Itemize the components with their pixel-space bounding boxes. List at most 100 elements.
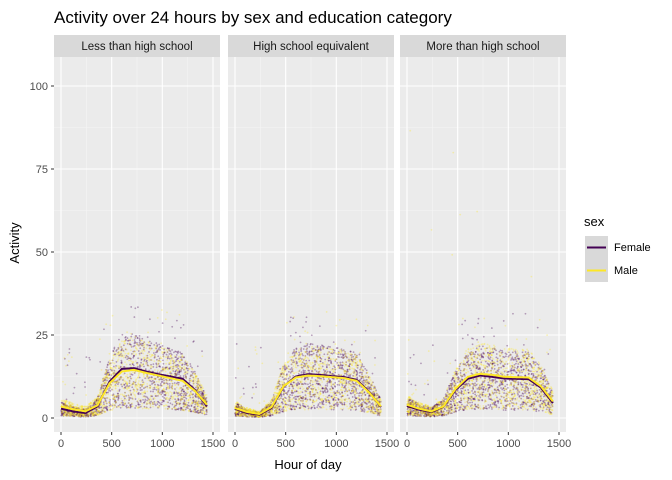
data-point bbox=[175, 374, 178, 376]
data-point bbox=[66, 404, 69, 407]
data-point bbox=[305, 371, 308, 374]
data-point bbox=[130, 393, 133, 396]
data-point bbox=[292, 374, 295, 377]
data-point bbox=[285, 408, 287, 411]
data-point bbox=[93, 399, 96, 402]
data-point bbox=[202, 407, 205, 410]
data-point bbox=[82, 408, 85, 411]
data-point bbox=[203, 396, 206, 398]
data-point bbox=[300, 379, 303, 381]
data-point bbox=[166, 311, 168, 314]
data-point bbox=[168, 379, 171, 382]
data-point bbox=[82, 415, 85, 418]
data-point bbox=[191, 376, 194, 379]
data-point bbox=[154, 378, 157, 380]
data-point bbox=[75, 413, 78, 416]
data-point bbox=[178, 313, 181, 316]
data-point bbox=[309, 381, 312, 384]
data-point bbox=[292, 368, 295, 370]
data-point bbox=[202, 394, 205, 396]
data-point bbox=[359, 375, 362, 378]
data-point bbox=[190, 370, 193, 373]
data-point bbox=[60, 411, 63, 414]
data-point bbox=[202, 396, 205, 399]
data-point bbox=[201, 392, 204, 395]
data-point bbox=[137, 398, 140, 400]
data-point bbox=[103, 377, 106, 380]
data-point bbox=[189, 397, 191, 400]
data-point bbox=[166, 351, 169, 353]
data-point bbox=[145, 403, 148, 406]
data-point bbox=[190, 392, 193, 394]
data-point bbox=[101, 409, 104, 412]
data-point bbox=[129, 393, 132, 396]
data-point bbox=[298, 397, 300, 400]
data-point bbox=[113, 406, 115, 409]
data-point bbox=[97, 395, 100, 398]
data-point bbox=[153, 381, 156, 384]
data-point bbox=[91, 415, 93, 417]
data-point bbox=[148, 359, 151, 362]
data-point bbox=[371, 372, 374, 375]
data-point bbox=[98, 412, 101, 414]
data-point bbox=[62, 412, 64, 415]
data-point bbox=[104, 377, 107, 380]
data-point bbox=[103, 384, 106, 387]
data-point bbox=[95, 401, 97, 403]
data-point bbox=[141, 385, 143, 388]
data-point bbox=[69, 405, 72, 408]
data-point bbox=[93, 413, 96, 416]
data-point bbox=[89, 415, 92, 418]
data-point bbox=[147, 407, 150, 410]
data-point bbox=[136, 384, 138, 386]
data-point bbox=[94, 411, 96, 414]
data-point bbox=[280, 395, 283, 398]
data-point bbox=[140, 352, 143, 355]
data-point bbox=[145, 360, 148, 363]
data-point bbox=[251, 386, 254, 389]
data-point bbox=[150, 347, 153, 350]
data-point bbox=[91, 404, 94, 407]
data-point bbox=[294, 331, 297, 334]
data-point bbox=[175, 386, 178, 389]
data-point bbox=[101, 409, 104, 412]
data-point bbox=[185, 362, 187, 365]
data-point bbox=[128, 389, 131, 392]
data-point bbox=[177, 397, 180, 400]
data-point bbox=[324, 388, 327, 390]
data-point bbox=[106, 406, 109, 408]
data-point bbox=[112, 349, 115, 352]
data-point bbox=[95, 414, 97, 417]
data-point bbox=[167, 405, 169, 408]
data-point bbox=[189, 374, 192, 377]
data-point bbox=[182, 394, 185, 397]
data-point bbox=[164, 407, 167, 410]
data-point bbox=[351, 396, 354, 398]
data-point bbox=[143, 346, 145, 349]
data-point bbox=[295, 405, 298, 408]
data-point bbox=[161, 377, 164, 380]
data-point bbox=[169, 359, 172, 362]
data-point bbox=[164, 356, 167, 358]
data-point bbox=[144, 395, 147, 398]
data-point bbox=[146, 336, 149, 339]
data-point bbox=[203, 412, 206, 415]
data-point bbox=[131, 397, 134, 400]
data-point bbox=[267, 414, 270, 417]
data-point bbox=[378, 396, 381, 399]
data-point bbox=[102, 380, 105, 383]
data-point bbox=[149, 367, 152, 369]
data-point bbox=[240, 395, 243, 398]
data-point bbox=[197, 411, 200, 414]
data-point bbox=[186, 403, 188, 406]
data-point bbox=[123, 384, 126, 386]
data-point bbox=[194, 411, 196, 414]
data-point bbox=[64, 403, 67, 406]
data-point bbox=[134, 381, 137, 384]
data-point bbox=[193, 370, 196, 373]
data-point bbox=[142, 363, 145, 366]
data-point bbox=[340, 407, 342, 410]
data-point bbox=[184, 406, 186, 409]
data-point bbox=[94, 403, 97, 406]
data-point bbox=[84, 415, 87, 418]
